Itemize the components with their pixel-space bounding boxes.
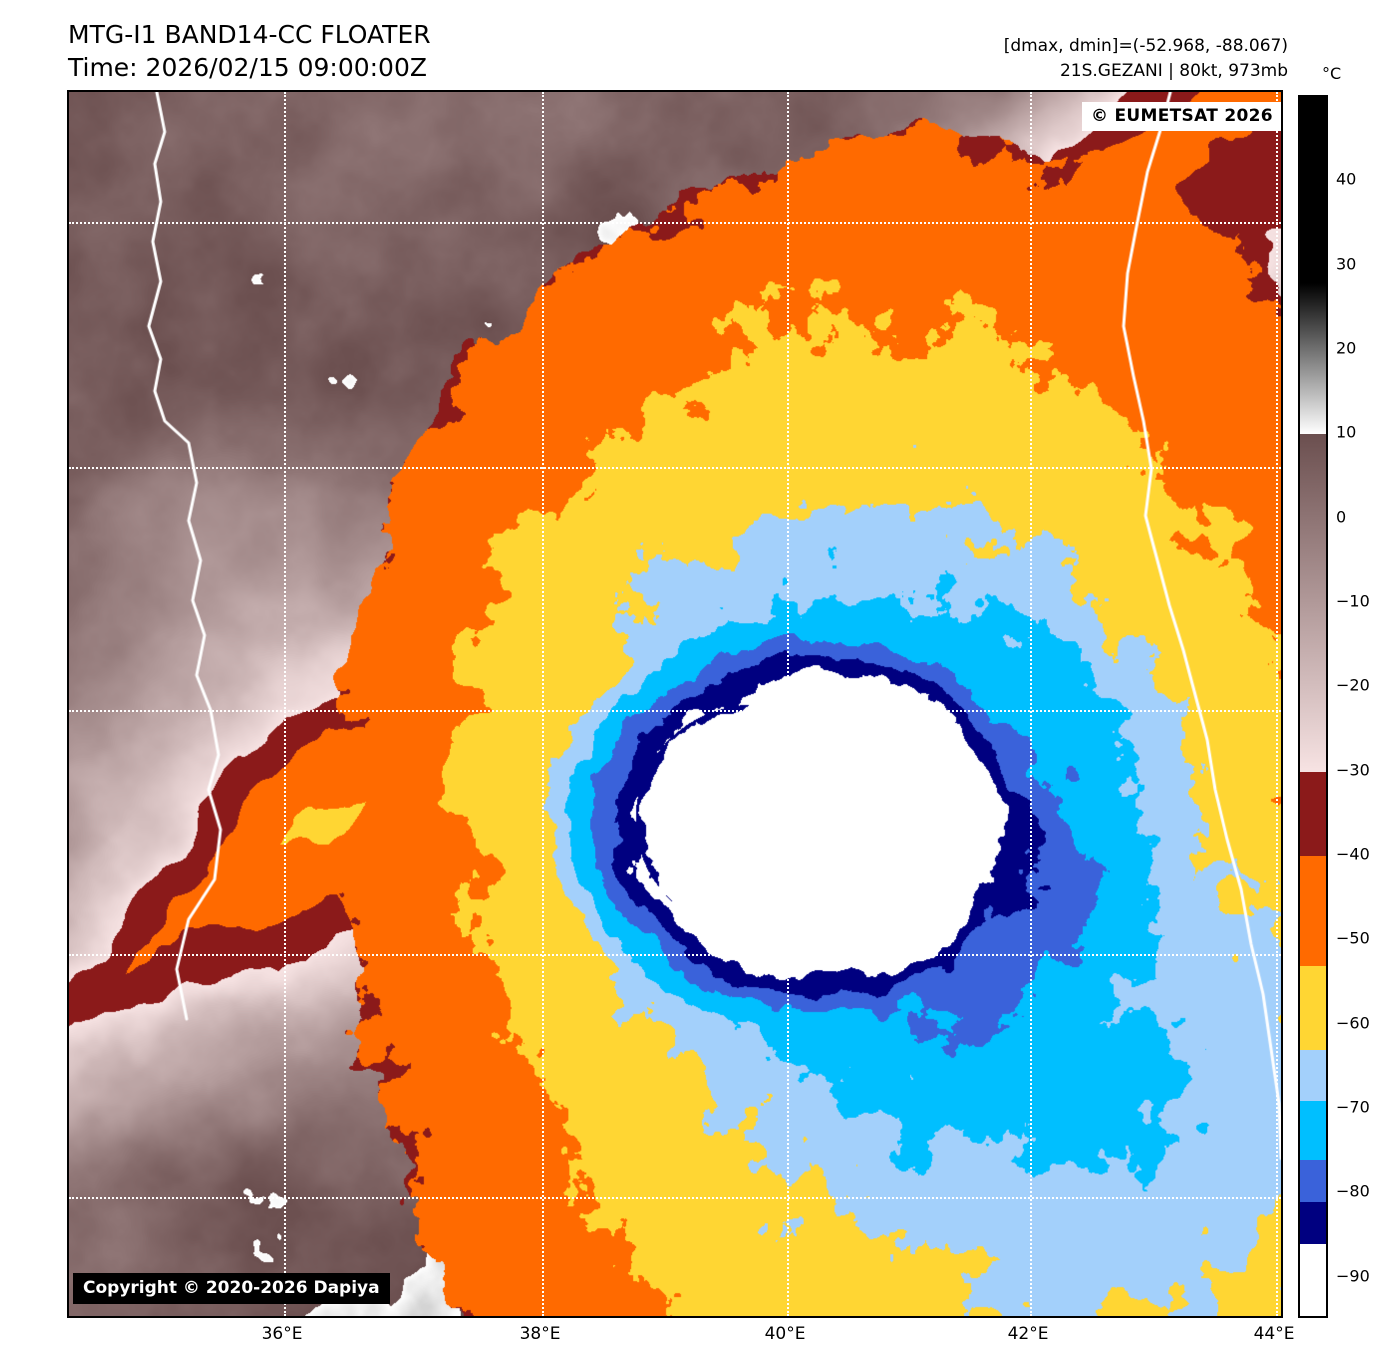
eumetsat-watermark: © EUMETSAT 2026 bbox=[1082, 102, 1281, 131]
colorbar-tick-label: 10 bbox=[1336, 422, 1357, 442]
colorbar-segment bbox=[1300, 282, 1326, 435]
lon-tick-label: 40°E bbox=[764, 1324, 806, 1344]
colorbar-tick-label: 0 bbox=[1336, 507, 1347, 527]
satellite-image-plot[interactable]: © EUMETSAT 2026 Copyright © 2020-2026 Da… bbox=[67, 90, 1283, 1318]
colorbar-unit-label: °C bbox=[1322, 64, 1342, 83]
metadata-block: [dmax, dmin]=(-52.968, -88.067) 21S.GEZA… bbox=[1004, 34, 1288, 84]
colorbar-tick-label: −90 bbox=[1336, 1266, 1370, 1286]
colorbar-tick-label: 30 bbox=[1336, 254, 1357, 274]
colorbar-segment bbox=[1300, 965, 1326, 1051]
colorbar-segment bbox=[1300, 1050, 1326, 1101]
timestamp-label: Time: 2026/02/15 09:00:00Z bbox=[68, 53, 427, 82]
lon-tick-label: 38°E bbox=[519, 1324, 561, 1344]
colorbar-tick-label: 20 bbox=[1336, 338, 1357, 358]
lon-tick-label: 36°E bbox=[261, 1324, 303, 1344]
lon-tick-label: 44°E bbox=[1253, 1324, 1295, 1344]
dmax-dmin-label: [dmax, dmin]=(-52.968, -88.067) bbox=[1003, 36, 1288, 56]
colorbar-tick-label: −20 bbox=[1336, 675, 1370, 695]
page-title: MTG-I1 BAND14-CC FLOATER bbox=[68, 20, 431, 49]
colorbar-tick-label: −50 bbox=[1336, 928, 1370, 948]
colorbar-tick-label: −10 bbox=[1336, 591, 1370, 611]
copyright-watermark: Copyright © 2020-2026 Dapiya bbox=[73, 1273, 390, 1304]
storm-info-label: 21S.GEZANI | 80kt, 973mb bbox=[1059, 61, 1288, 81]
colorbar-tick-label: −70 bbox=[1336, 1097, 1370, 1117]
infrared-satellite-raster bbox=[69, 92, 1281, 1316]
lon-tick-label: 42°E bbox=[1007, 1324, 1049, 1344]
colorbar-tick-label: −80 bbox=[1336, 1181, 1370, 1201]
colorbar-tick-label: −40 bbox=[1336, 844, 1370, 864]
colorbar-tick-label: 40 bbox=[1336, 169, 1357, 189]
colorbar-segment bbox=[1300, 434, 1326, 772]
temperature-colorbar[interactable] bbox=[1298, 95, 1328, 1318]
colorbar-segment bbox=[1300, 1244, 1326, 1316]
colorbar-tick-label: −30 bbox=[1336, 760, 1370, 780]
colorbar-segment bbox=[1300, 856, 1326, 966]
title-block: MTG-I1 BAND14-CC FLOATER Time: 2026/02/1… bbox=[68, 18, 431, 84]
colorbar-segment bbox=[1300, 1159, 1326, 1202]
colorbar-segment bbox=[1300, 1100, 1326, 1160]
colorbar-segment bbox=[1300, 1201, 1326, 1245]
colorbar-segment bbox=[1300, 771, 1326, 857]
colorbar-segment bbox=[1300, 97, 1326, 283]
colorbar-tick-label: −60 bbox=[1336, 1013, 1370, 1033]
